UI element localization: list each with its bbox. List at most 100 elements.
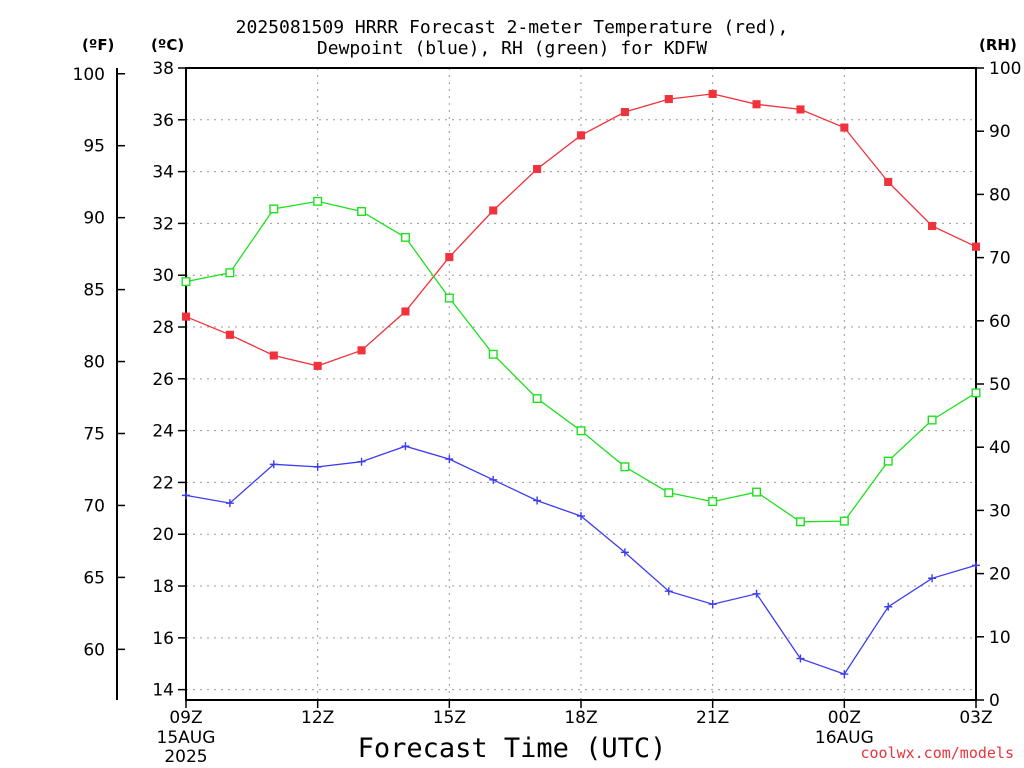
celsius-tick-label: 30: [152, 266, 174, 286]
temperature-point: [269, 351, 278, 360]
dewpoint-point: [928, 574, 937, 583]
fahrenheit-tick-label: 95: [83, 137, 105, 157]
rh-point: [752, 487, 762, 497]
dewpoint-point: [489, 475, 498, 484]
temperature-point: [708, 89, 717, 98]
temperature-point: [752, 100, 761, 109]
x-tick-label: 21Z: [696, 708, 729, 728]
celsius-tick-label: 38: [152, 59, 174, 79]
celsius-tick-label: 16: [152, 629, 174, 649]
dewpoint-series-line: [185, 445, 977, 675]
dewpoint-point: [445, 455, 454, 464]
temperature-point: [620, 107, 629, 117]
rh-point: [225, 268, 235, 278]
fahrenheit-unit-label: (ºF): [82, 36, 115, 54]
rh-point: [313, 196, 323, 206]
data-series: [181, 89, 981, 679]
celsius-tick-label: 22: [152, 473, 174, 493]
celsius-tick-label: 20: [152, 525, 174, 545]
dewpoint-point: [577, 512, 585, 521]
rh-tick-label: 30: [989, 501, 1011, 521]
rh-point: [357, 206, 367, 216]
rh-series-line: [185, 200, 977, 523]
rh-point: [971, 388, 981, 398]
temperature-point: [840, 123, 849, 132]
fahrenheit-tick-label: 90: [83, 209, 105, 229]
x-tick-label: 15Z: [433, 708, 466, 728]
dewpoint-point: [313, 462, 322, 471]
fahrenheit-tick-label: 65: [83, 568, 105, 588]
dewpoint-point: [620, 548, 629, 557]
rh-tick-label: 80: [989, 185, 1011, 205]
rh-point: [400, 232, 410, 242]
dewpoint-point: [840, 670, 849, 679]
rh-point: [927, 415, 937, 425]
rh-unit-label: (RH): [979, 36, 1017, 54]
x-axis-title: Forecast Time (UTC): [357, 733, 667, 764]
x-tick-label: 09Z: [169, 708, 202, 728]
temperature-point: [928, 221, 937, 231]
fahrenheit-tick-label: 70: [83, 496, 105, 516]
dewpoint-point: [225, 499, 234, 508]
temperature-point: [664, 95, 673, 104]
celsius-tick-label: 18: [152, 577, 174, 597]
rh-tick-label: 70: [989, 249, 1011, 269]
celsius-tick-label: 26: [152, 370, 174, 390]
celsius-tick-label: 32: [152, 214, 174, 234]
fahrenheit-tick-label: 75: [83, 425, 105, 445]
rh-tick-label: 100: [989, 59, 1021, 79]
rh-tick-label: 50: [989, 375, 1011, 395]
x-tick-label: 12Z: [301, 708, 334, 728]
celsius-tick-label: 24: [152, 422, 174, 442]
x-tick-label: 18Z: [564, 708, 597, 728]
rh-tick-label: 20: [989, 565, 1011, 585]
dewpoint-point: [972, 561, 980, 570]
temperature-point: [796, 105, 805, 114]
temperature-point: [313, 361, 322, 370]
dewpoint-point: [664, 587, 673, 596]
rh-point: [795, 517, 805, 527]
dewpoint-point: [884, 602, 893, 611]
fahrenheit-tick-label: 85: [83, 281, 105, 301]
rh-point: [532, 394, 542, 404]
rh-point: [664, 488, 674, 498]
dewpoint-point: [708, 600, 717, 609]
rh-point: [839, 516, 849, 526]
temperature-point: [533, 164, 542, 174]
temperature-point: [401, 307, 410, 316]
temperature-point: [445, 253, 454, 262]
fahrenheit-tick-label: 80: [83, 353, 105, 373]
x-tick-date-label: 16AUG: [815, 728, 874, 748]
rh-point: [883, 456, 893, 466]
celsius-tick-label: 34: [152, 163, 174, 183]
chart-axes: 14 16 18 20 22 24 26 28 30 32 34 36 38 60 65 70 75 80 85 90…: [73, 59, 1022, 767]
celsius-unit-label: (ºC): [151, 36, 185, 54]
dewpoint-point: [269, 460, 278, 469]
rh-point: [181, 277, 191, 287]
rh-point: [444, 293, 454, 303]
x-tick-year-label: 2025: [164, 747, 207, 767]
rh-point: [620, 462, 630, 472]
x-tick-label: 03Z: [959, 708, 992, 728]
chart-title-line-1: 2025081509 HRRR Forecast 2-meter Tempera…: [235, 17, 789, 38]
rh-point: [708, 497, 718, 507]
rh-point: [488, 349, 498, 359]
x-tick-label: 00Z: [828, 708, 861, 728]
celsius-tick-label: 14: [152, 681, 174, 701]
x-tick-date-label: 15AUG: [157, 728, 216, 748]
fahrenheit-tick-label: 100: [73, 65, 105, 85]
celsius-tick-label: 36: [152, 111, 174, 131]
temperature-point: [225, 330, 234, 339]
rh-tick-label: 90: [989, 122, 1011, 142]
grid-lines: [186, 68, 976, 700]
rh-point: [269, 204, 279, 214]
temperature-point: [357, 346, 366, 355]
temperature-point: [576, 131, 586, 140]
temperature-point: [884, 177, 893, 187]
dewpoint-point: [182, 491, 190, 500]
dewpoint-point: [401, 442, 410, 451]
dewpoint-point: [752, 589, 761, 598]
fahrenheit-tick-label: 60: [83, 640, 105, 660]
celsius-tick-label: 28: [152, 318, 174, 338]
